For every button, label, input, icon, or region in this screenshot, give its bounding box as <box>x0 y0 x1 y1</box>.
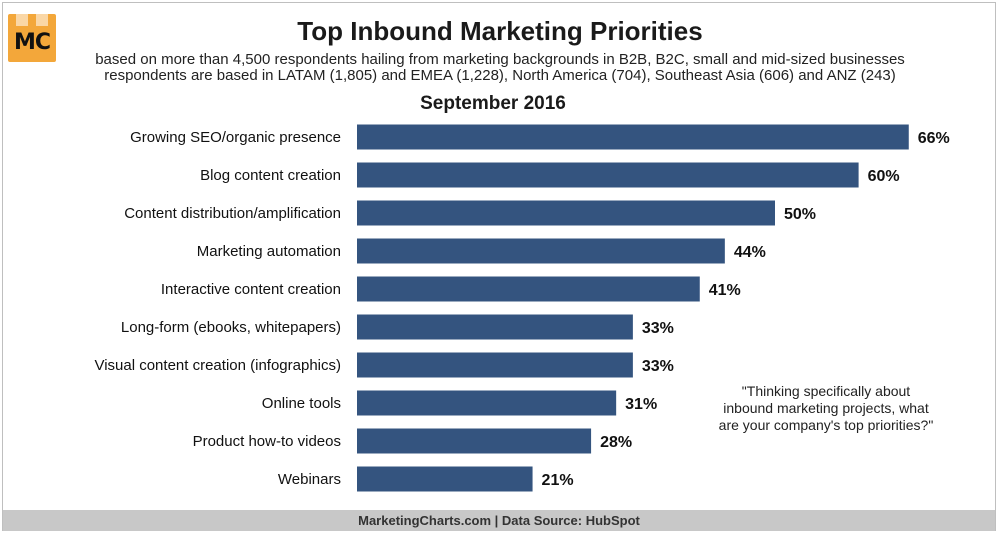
category-label: Webinars <box>278 471 341 488</box>
data-label: 41% <box>709 282 741 299</box>
subtitle-line-1: based on more than 4,500 respondents hai… <box>95 51 905 68</box>
data-label: 66% <box>918 130 950 147</box>
category-label: Long-form (ebooks, whitepapers) <box>121 319 341 336</box>
category-label: Marketing automation <box>197 243 341 260</box>
marketingcharts-logo: MC <box>8 14 56 62</box>
data-label: 31% <box>625 396 657 413</box>
category-label: Online tools <box>262 395 341 412</box>
data-label: 21% <box>542 472 574 489</box>
data-label: 28% <box>600 434 632 451</box>
logo-text: MC <box>13 30 51 55</box>
bar <box>357 428 592 454</box>
bar <box>357 200 775 226</box>
data-label: 50% <box>784 206 816 223</box>
category-label: Visual content creation (infographics) <box>94 357 341 374</box>
footer-source: MarketingCharts.com | Data Source: HubSp… <box>3 510 995 531</box>
category-label: Content distribution/amplification <box>124 205 341 222</box>
data-label: 44% <box>734 244 766 261</box>
bar <box>357 124 909 150</box>
subtitle-line-2: respondents are based in LATAM (1,805) a… <box>104 67 896 84</box>
bar <box>357 314 633 340</box>
data-label: 33% <box>642 358 674 375</box>
bar <box>357 352 633 378</box>
chart-title: Top Inbound Marketing Priorities <box>297 16 703 46</box>
category-label: Interactive content creation <box>161 281 341 298</box>
bar <box>357 466 533 492</box>
data-label: 33% <box>642 320 674 337</box>
data-label: 60% <box>868 168 900 185</box>
survey-question-note: "Thinking specifically about inbound mar… <box>718 383 934 433</box>
bar <box>357 162 859 188</box>
category-label: Growing SEO/organic presence <box>130 129 341 146</box>
bar <box>357 238 725 264</box>
bar <box>357 276 700 302</box>
chart-subtitle: based on more than 4,500 respondents hai… <box>70 52 930 84</box>
category-label: Blog content creation <box>200 167 341 184</box>
chart-period: September 2016 <box>420 93 566 114</box>
bar <box>357 390 617 416</box>
category-label: Product how-to videos <box>193 433 341 450</box>
